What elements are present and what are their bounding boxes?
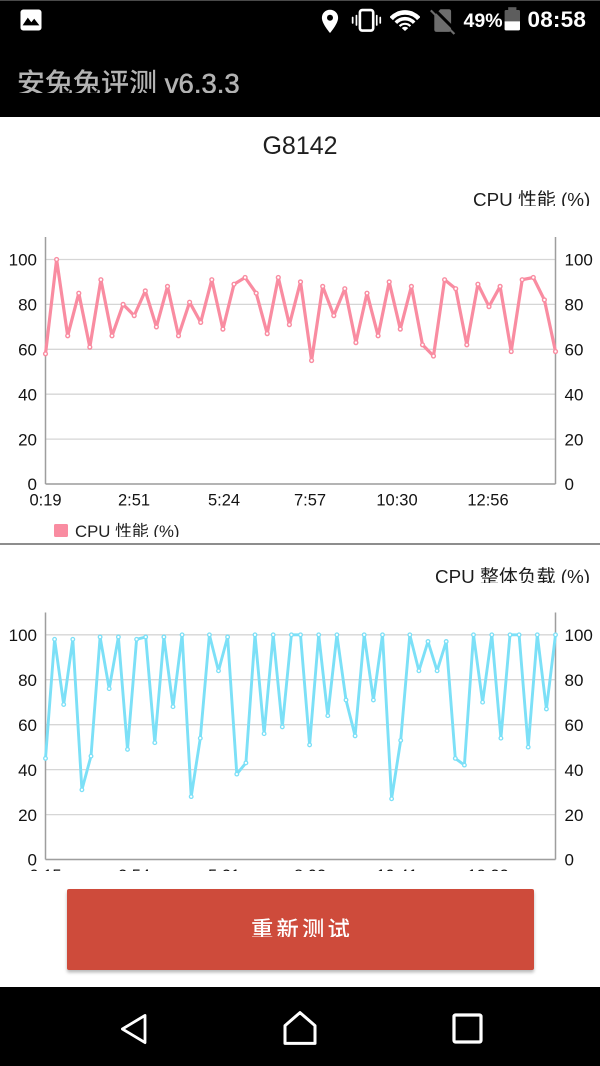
svg-text:100: 100 — [565, 626, 593, 645]
svg-text:20: 20 — [18, 806, 37, 825]
svg-text:10:30: 10:30 — [376, 492, 417, 510]
svg-text:60: 60 — [18, 716, 37, 735]
svg-text:8:02: 8:02 — [294, 867, 326, 871]
svg-text:100: 100 — [565, 251, 593, 270]
svg-text:CPU: CPU — [75, 522, 110, 537]
svg-text:(%): (%) — [561, 189, 590, 206]
svg-text:40: 40 — [18, 761, 37, 780]
svg-text:7:57: 7:57 — [294, 492, 326, 510]
svg-text:(%): (%) — [561, 566, 590, 583]
svg-text:10:41: 10:41 — [376, 867, 417, 871]
svg-text:2:54: 2:54 — [118, 867, 150, 871]
svg-text:2:51: 2:51 — [118, 492, 150, 510]
svg-text:80: 80 — [565, 671, 584, 690]
svg-text:80: 80 — [18, 671, 37, 690]
svg-text:0:15: 0:15 — [30, 867, 62, 871]
svg-text:CPU: CPU — [435, 566, 475, 583]
svg-text:12:56: 12:56 — [467, 492, 508, 510]
svg-text:0: 0 — [565, 851, 574, 870]
svg-text:5:21: 5:21 — [208, 867, 240, 871]
svg-text:12:22: 12:22 — [467, 867, 508, 871]
svg-text:60: 60 — [565, 716, 584, 735]
svg-text:20: 20 — [565, 806, 584, 825]
svg-text:0:19: 0:19 — [30, 492, 62, 510]
svg-text:60: 60 — [565, 341, 584, 360]
svg-text:40: 40 — [565, 761, 584, 780]
svg-text:100: 100 — [9, 626, 37, 645]
svg-text:40: 40 — [18, 385, 37, 404]
svg-text:100: 100 — [9, 251, 37, 270]
svg-text:40: 40 — [565, 385, 584, 404]
svg-text:(%): (%) — [153, 522, 179, 537]
svg-text:0: 0 — [28, 851, 37, 870]
svg-text:5:24: 5:24 — [208, 492, 240, 510]
svg-text:60: 60 — [18, 341, 37, 360]
svg-text:20: 20 — [18, 430, 37, 449]
svg-text:0: 0 — [28, 475, 37, 494]
svg-text:80: 80 — [18, 296, 37, 315]
svg-text:20: 20 — [565, 430, 584, 449]
svg-text:80: 80 — [565, 296, 584, 315]
svg-text:v6.3.3: v6.3.3 — [165, 68, 240, 93]
svg-text:0: 0 — [565, 475, 574, 494]
svg-text:CPU: CPU — [473, 189, 513, 206]
